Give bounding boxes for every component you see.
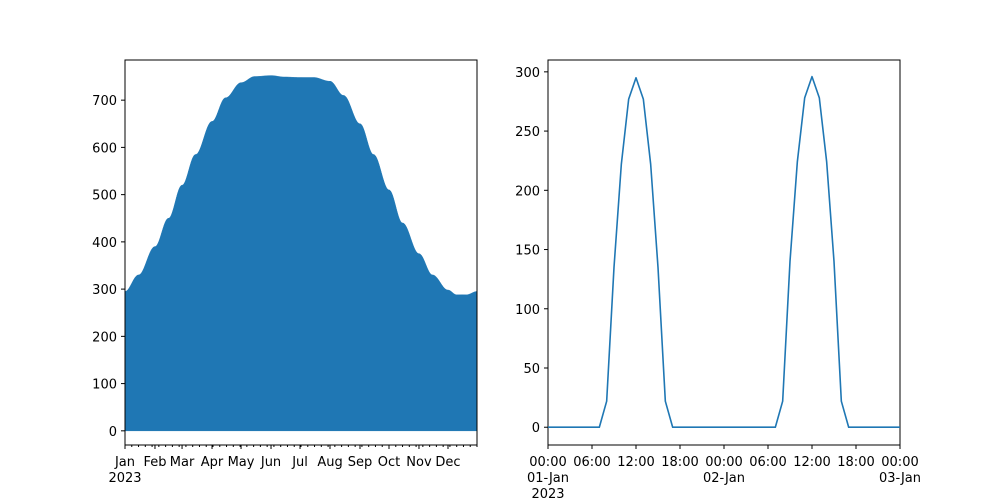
y-tick-label: 300 <box>515 66 540 81</box>
area-series <box>124 75 478 432</box>
x-tick-label: May <box>228 455 255 470</box>
x-tick-label: Nov <box>406 455 432 470</box>
line-series <box>548 75 900 429</box>
y-tick-label: 100 <box>92 378 117 393</box>
y-tick-label: 150 <box>515 244 540 259</box>
x-tick-label: Mar <box>170 455 195 470</box>
y-tick-label: 700 <box>92 94 117 109</box>
x-tick-label: 06:00 <box>749 455 786 470</box>
x-tick-label: 06:00 <box>573 455 610 470</box>
y-tick-label: 0 <box>532 421 540 436</box>
y-tick-label: 250 <box>515 125 540 140</box>
x-tick-label: 18:00 <box>837 455 874 470</box>
y-tick-label: 500 <box>92 189 117 204</box>
x-tick-label: Oct <box>378 455 400 470</box>
x-tick-label: 00:00 <box>529 455 566 470</box>
x-tick-label: 2023 <box>531 487 564 500</box>
x-tick-label: Aug <box>317 455 342 470</box>
x-tick-label: 18:00 <box>661 455 698 470</box>
y-tick-label: 0 <box>109 425 117 440</box>
x-tick-label: Feb <box>143 455 166 470</box>
x-tick-label: 12:00 <box>793 455 830 470</box>
x-tick-label: 00:00 <box>705 455 742 470</box>
x-tick-label: 00:00 <box>881 455 918 470</box>
x-tick-label: 02-Jan <box>703 471 745 486</box>
x-tick-label: Jan <box>114 455 135 470</box>
y-tick-label: 400 <box>92 236 117 251</box>
x-tick-label: 01-Jan <box>527 471 569 486</box>
y-tick-label: 600 <box>92 141 117 156</box>
x-tick-label: 03-Jan <box>879 471 921 486</box>
x-tick-label: Dec <box>435 455 460 470</box>
x-tick-label: 12:00 <box>617 455 654 470</box>
x-tick-label: Apr <box>201 455 224 470</box>
x-tick-label: Jun <box>260 455 281 470</box>
y-tick-label: 200 <box>515 184 540 199</box>
annual-area-chart: 0 100 200 300 400 500 600 700 Jan Feb Mar Apr May Jun… <box>92 59 478 486</box>
y-tick-label: 100 <box>515 303 540 318</box>
x-tick-label: Sep <box>348 455 373 470</box>
x-year-label: 2023 <box>108 471 141 486</box>
y-tick-label: 50 <box>523 362 540 377</box>
y-tick-label: 200 <box>92 330 117 345</box>
y-tick-label: 300 <box>92 283 117 298</box>
x-tick-label: Jul <box>291 455 308 470</box>
